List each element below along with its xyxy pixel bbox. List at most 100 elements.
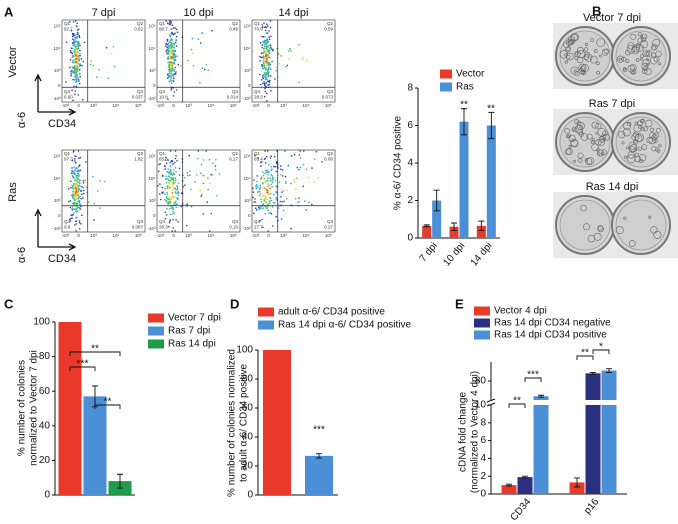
cell-dot (78, 35, 80, 38)
cell-dot (254, 198, 256, 200)
error-bar (538, 394, 544, 398)
quadrant-name: Q4 (159, 89, 166, 94)
y-axis-label: % number of colonies (17, 360, 28, 456)
cell-dot (189, 170, 191, 172)
y-axis-label: % α-6/ CD34 positive (393, 115, 404, 210)
cell-dot (178, 174, 181, 176)
cell-dot (71, 69, 73, 72)
cell-dot (167, 185, 170, 187)
error-bar (117, 473, 123, 489)
cell-dot (275, 70, 278, 72)
colony (590, 140, 595, 145)
cell-dot (262, 207, 265, 209)
tick-label: 10⁴ (149, 176, 156, 181)
cell-dot (264, 172, 266, 175)
colony (574, 125, 584, 134)
tick-label: 10⁴ (207, 233, 214, 238)
cell-dot (263, 185, 265, 188)
cell-dot (262, 198, 265, 201)
tick-label: 10⁴ (112, 103, 119, 108)
colony (584, 42, 589, 47)
cell-dot (75, 188, 78, 190)
cell-dot (262, 36, 265, 38)
bar (422, 225, 432, 238)
cell-dot (267, 62, 269, 64)
cell-dot (171, 208, 173, 210)
cell-dot (173, 204, 175, 206)
cell-dot (271, 186, 273, 188)
cell-dot (174, 188, 177, 190)
cell-dot (177, 221, 179, 223)
cell-dot (161, 186, 164, 189)
cell-dot (170, 72, 172, 75)
cell-dot (262, 67, 265, 70)
axis-arrow (34, 73, 77, 116)
cell-dot (75, 202, 78, 204)
cell-dot (270, 183, 273, 186)
cell-dot (74, 186, 77, 189)
cell-dot (74, 158, 76, 160)
quadrant-name: Q2 (232, 21, 239, 26)
cell-dot (65, 41, 68, 44)
legend-label: Vector (456, 69, 485, 80)
quadrant-value: 0.62 (134, 27, 143, 32)
cell-dot (157, 185, 159, 187)
cell-dot (168, 21, 171, 24)
error-bar (316, 453, 322, 459)
cell-dot (167, 23, 169, 25)
cell-dot (110, 52, 113, 55)
cell-dot (260, 207, 262, 210)
cell-dot (268, 38, 271, 41)
cell-dot (282, 209, 285, 212)
tick-label: 10⁴ (112, 233, 119, 238)
tick-label: 10³ (149, 198, 156, 203)
cell-dot (212, 162, 214, 165)
cell-dot (168, 74, 171, 77)
cell-dot (190, 48, 193, 51)
cell-dot (261, 52, 263, 54)
tick-label: -10³ (52, 96, 61, 101)
cell-dot (196, 174, 198, 176)
cell-dot (269, 187, 271, 190)
cell-dot (302, 185, 305, 187)
y-tick-label: 6 (407, 120, 413, 131)
cell-dot (207, 177, 209, 179)
cell-dot (169, 79, 172, 81)
cell-dot (164, 211, 167, 214)
quadrant-name: Q3 (327, 219, 334, 224)
significance-bracket (69, 366, 96, 371)
cell-dot (254, 185, 257, 188)
colony (644, 67, 652, 76)
cell-dot (265, 76, 267, 78)
quadrant-value: 88.7 (159, 27, 168, 32)
bar (486, 125, 496, 238)
plot-frame (156, 149, 241, 233)
cell-dot (202, 159, 205, 161)
bar (476, 225, 486, 238)
colony (601, 149, 607, 155)
cell-dot (77, 78, 79, 81)
cell-dot (208, 158, 211, 161)
cell-dot (98, 69, 100, 71)
bar (263, 350, 291, 495)
cell-dot (78, 164, 81, 167)
error-bar (606, 368, 612, 373)
cell-dot (270, 90, 272, 92)
colony (589, 55, 598, 64)
cell-dot (168, 182, 171, 185)
cell-dot (169, 161, 171, 164)
cell-dot (73, 201, 76, 204)
cell-dot (168, 68, 171, 71)
cell-dot (76, 75, 78, 78)
cell-dot (172, 95, 175, 97)
cell-dot (169, 55, 171, 57)
plot-frame (156, 19, 241, 103)
cell-dot (275, 215, 278, 218)
legend-label: Vector 7 dpi (168, 313, 221, 324)
cell-dot (265, 58, 268, 61)
cell-dot (176, 31, 179, 33)
cell-dot (263, 200, 266, 202)
cell-dot (263, 44, 266, 46)
quadrant-value: 0.48 (229, 27, 238, 32)
cell-dot (272, 201, 275, 204)
